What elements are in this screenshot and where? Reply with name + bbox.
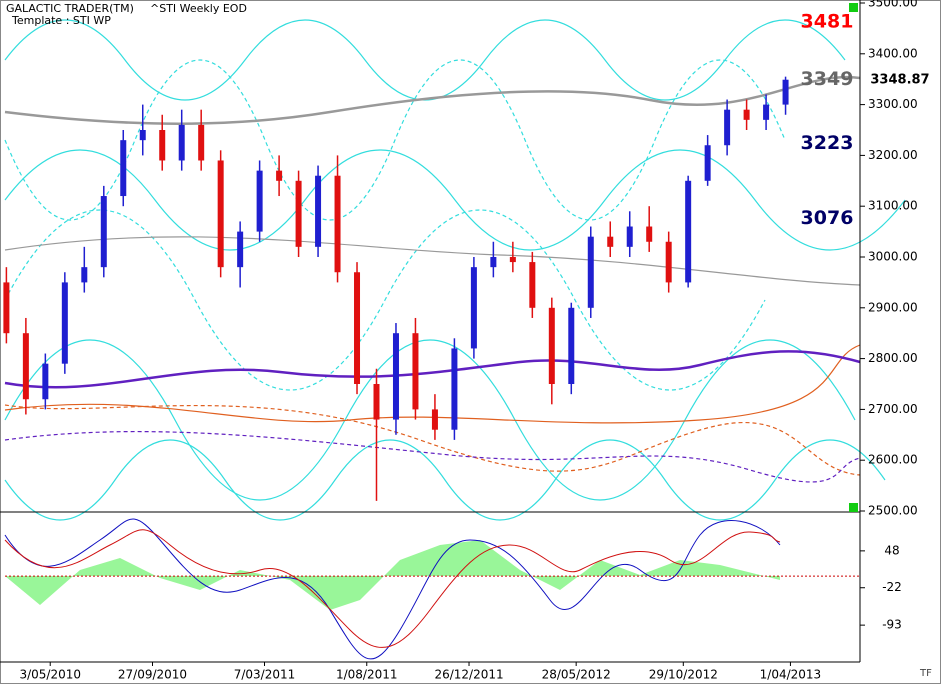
candle-body — [548, 307, 555, 384]
marker — [849, 503, 858, 512]
product-label: GALACTIC TRADER(TM) — [6, 2, 134, 15]
level-label: 3481 — [801, 11, 854, 33]
candle-body — [81, 267, 88, 283]
x-tick-label: 7/03/2011 — [234, 668, 296, 682]
candle-body — [120, 140, 127, 197]
candle-body — [295, 180, 302, 247]
y-tick-label: 3500.00 — [868, 0, 918, 10]
cycle-lines — [4, 19, 906, 521]
y-tick-label: 3300.00 — [868, 97, 918, 111]
y-tick-label: 3000.00 — [868, 250, 918, 264]
candle-body — [607, 236, 614, 247]
candle-body — [704, 145, 711, 181]
indicator-tick-label: -22 — [882, 580, 902, 594]
y-tick-label: 3100.00 — [868, 199, 918, 213]
candle-body — [354, 272, 361, 384]
candle-body — [451, 348, 458, 430]
y-tick-label: 2800.00 — [868, 351, 918, 365]
x-tick-label: 1/08/2011 — [336, 668, 398, 682]
macd-panel — [4, 518, 781, 660]
candle-body — [334, 175, 341, 273]
candle-body — [568, 307, 575, 384]
last-price: 3348.87 — [870, 73, 929, 88]
candle-body — [276, 170, 283, 181]
candle-body — [315, 175, 322, 247]
y-tick-label: 2900.00 — [868, 300, 918, 314]
x-tick-label: 3/05/2010 — [19, 668, 81, 682]
candle-body — [237, 231, 244, 268]
candle-body — [139, 130, 146, 141]
template-label: Template : STI WP — [11, 14, 111, 27]
x-tick-label: 27/09/2010 — [118, 668, 187, 682]
candle-body — [217, 160, 224, 268]
level-label: 3076 — [801, 207, 854, 229]
candle-body — [3, 282, 10, 334]
candle-body — [392, 333, 399, 420]
indicator-tick-label: 48 — [884, 543, 899, 557]
y-tick-label: 3200.00 — [868, 148, 918, 162]
symbol-label: ^STI Weekly EOD — [150, 2, 247, 15]
candle-body — [763, 104, 770, 120]
candle-body — [743, 109, 750, 120]
candle-body — [529, 262, 536, 308]
corner-label: TF — [919, 668, 932, 679]
indicator-tick-label: -93 — [882, 618, 902, 632]
candle-body — [198, 124, 205, 161]
y-tick-label: 2600.00 — [868, 453, 918, 467]
candle-body — [685, 180, 692, 283]
candle-body — [626, 226, 633, 247]
candle-body — [256, 170, 263, 232]
marker — [849, 3, 858, 12]
candle-body — [490, 257, 497, 268]
candle-body — [178, 124, 185, 161]
y-tick-label: 2700.00 — [868, 402, 918, 416]
candle-body — [42, 363, 49, 400]
candle-body — [373, 384, 380, 420]
x-tick-label: 1/04/2013 — [760, 668, 822, 682]
candle-body — [782, 79, 789, 105]
level-label: 3223 — [801, 132, 854, 154]
candle-body — [470, 267, 477, 349]
candle-body — [431, 409, 438, 430]
candle-body — [587, 236, 594, 308]
candle-body — [61, 282, 68, 364]
x-tick-label: 29/10/2012 — [649, 668, 718, 682]
level-label: 3349 — [801, 68, 854, 90]
candle-body — [412, 333, 419, 410]
y-tick-label: 2500.00 — [868, 504, 918, 518]
x-tick-label: 26/12/2011 — [434, 668, 503, 682]
candle-body — [665, 241, 672, 283]
candle-body — [509, 257, 516, 263]
candle-body — [724, 109, 731, 146]
candle-body — [646, 226, 653, 242]
candle-body — [22, 333, 29, 400]
y-tick-label: 3400.00 — [868, 46, 918, 60]
x-tick-label: 28/05/2012 — [542, 668, 611, 682]
candle-body — [100, 196, 107, 268]
candle-body — [159, 130, 166, 161]
